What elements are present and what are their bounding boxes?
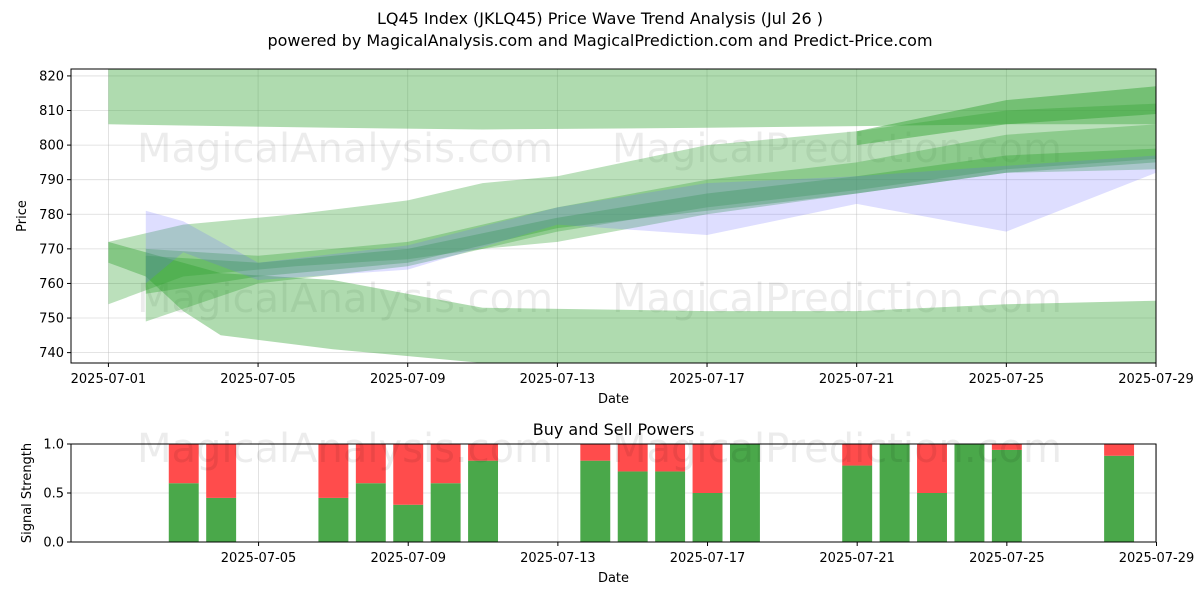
price-band-green <box>108 241 1156 363</box>
signal-bars <box>168 444 1135 542</box>
x-axis-label: Date <box>598 392 629 407</box>
buy-bar <box>729 444 760 542</box>
sell-bar <box>206 444 237 498</box>
sub-x-tick-label: 2025-07-09 <box>370 551 446 566</box>
watermark: MagicalPrediction.com <box>612 126 1062 172</box>
buy-bar <box>318 497 349 542</box>
sell-bar <box>917 444 947 493</box>
buy-bar <box>355 483 386 542</box>
sub-x-tick-label: 2025-07-25 <box>969 551 1045 566</box>
sell-bar <box>468 444 499 461</box>
sell-bar <box>430 444 461 484</box>
buy-bar <box>842 465 873 542</box>
x-tick-label: 2025-07-01 <box>71 372 147 387</box>
y-tick-label: 740 <box>39 346 64 361</box>
y-axis-label: Price <box>15 200 30 232</box>
buy-bar <box>954 444 985 542</box>
sell-bar <box>617 444 648 472</box>
sell-bar <box>655 444 686 472</box>
watermark: MagicalPrediction.com <box>612 276 1062 322</box>
price-band-green <box>856 86 1156 146</box>
x-tick-label: 2025-07-13 <box>520 372 596 387</box>
sell-bar <box>991 444 1022 450</box>
sub-y-tick-label: 0.0 <box>43 536 64 551</box>
main-plot-frame <box>70 68 1157 364</box>
main-grid <box>71 69 1157 363</box>
y-tick-label: 790 <box>39 173 64 188</box>
buy-bar <box>917 493 947 542</box>
sub-chart-title: Buy and Sell Powers <box>533 420 695 439</box>
price-bands <box>108 69 1156 363</box>
sub-y-tick-label: 1.0 <box>43 438 64 453</box>
x-tick-label: 2025-07-09 <box>370 372 446 387</box>
watermark: MagicalAnalysis.com <box>137 426 553 472</box>
watermark: MagicalPrediction.com <box>612 426 1062 472</box>
sub-y-tick-label: 0.5 <box>43 487 64 502</box>
sub-x-axis-label: Date <box>598 571 629 586</box>
x-tick-label: 2025-07-21 <box>819 372 895 387</box>
y-tick-label: 760 <box>39 277 64 292</box>
buy-bar <box>168 483 199 542</box>
watermark: MagicalAnalysis.com <box>137 276 553 322</box>
y-tick-label: 810 <box>39 104 64 119</box>
sub-x-tick-label: 2025-07-29 <box>1119 551 1195 566</box>
price-band-green <box>108 69 1156 130</box>
price-band-green <box>145 148 1156 294</box>
buy-bar <box>655 471 686 542</box>
sell-bar <box>692 444 723 493</box>
sell-bar <box>168 444 199 484</box>
x-tick-label: 2025-07-17 <box>669 372 745 387</box>
chart-subtitle: powered by MagicalAnalysis.com and Magic… <box>267 31 933 50</box>
buy-bar <box>430 483 461 542</box>
sell-bar <box>355 444 386 484</box>
buy-bar <box>580 460 611 542</box>
sub-x-tick-label: 2025-07-17 <box>670 551 746 566</box>
chart-title: LQ45 Index (JKLQ45) Price Wave Trend Ana… <box>376 9 824 28</box>
price-band-green <box>108 103 1156 305</box>
buy-bar <box>879 444 910 542</box>
sell-bar <box>580 444 611 461</box>
sell-bar <box>318 444 349 498</box>
y-tick-label: 820 <box>39 69 64 84</box>
y-tick-label: 750 <box>39 312 64 327</box>
buy-bar <box>1104 455 1135 542</box>
buy-bar <box>991 449 1022 542</box>
buy-bar <box>468 460 499 542</box>
sell-bar <box>842 444 873 466</box>
sell-bar <box>1104 444 1135 456</box>
buy-bar <box>393 504 424 542</box>
y-tick-label: 780 <box>39 208 64 223</box>
sub-x-tick-label: 2025-07-21 <box>819 551 895 566</box>
y-tick-label: 800 <box>39 139 64 154</box>
buy-bar <box>617 471 648 542</box>
sub-y-axis-label: Signal Strength <box>20 443 35 543</box>
buy-bar <box>206 497 237 542</box>
sub-x-tick-label: 2025-07-13 <box>520 551 596 566</box>
buy-bar <box>692 493 723 542</box>
x-tick-label: 2025-07-29 <box>1118 372 1194 387</box>
x-tick-label: 2025-07-25 <box>969 372 1045 387</box>
price-band-blue <box>145 155 1156 284</box>
y-tick-label: 770 <box>39 242 64 257</box>
watermark: MagicalAnalysis.com <box>137 126 553 172</box>
price-band-green <box>145 124 1156 322</box>
sell-bar <box>393 444 424 505</box>
x-tick-label: 2025-07-05 <box>220 372 296 387</box>
sub-x-tick-label: 2025-07-05 <box>221 551 297 566</box>
